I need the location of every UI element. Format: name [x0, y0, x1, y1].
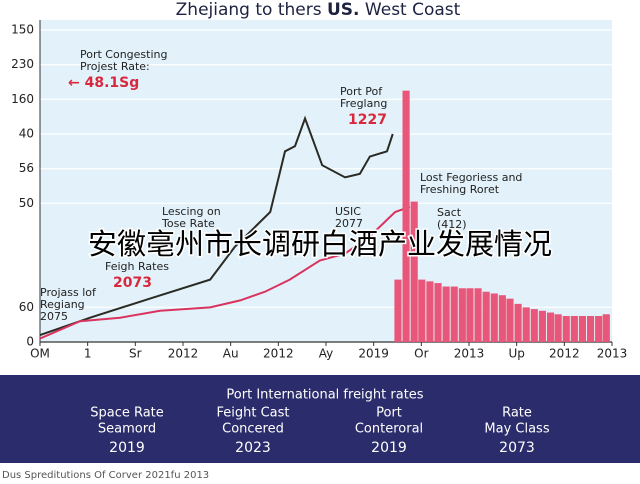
panel-label: Port — [376, 406, 402, 421]
bar — [434, 283, 442, 342]
y-tick-label: 40 — [19, 127, 34, 141]
bar — [418, 279, 426, 342]
y-tick-label: 56 — [19, 161, 34, 175]
y-tick-label: 150 — [11, 23, 34, 37]
x-tick-label: 2012 — [549, 347, 580, 361]
panel-label: Seamord — [98, 422, 156, 437]
annotation: Sact — [437, 206, 462, 219]
y-tick-label: 50 — [19, 196, 34, 210]
annotation: Port Pof — [340, 85, 383, 98]
plot-area — [40, 20, 612, 342]
chart-title: Zhejiang to thers US. West Coast — [176, 0, 461, 20]
x-tick-label: Au — [223, 347, 239, 361]
annotation-highlight: 2073 — [113, 275, 152, 291]
bar — [562, 316, 570, 342]
bar — [554, 314, 562, 342]
x-tick-label: 2012 — [263, 347, 294, 361]
panel-label: Rate — [502, 406, 532, 421]
annotation-highlight: ← 48.1Sg — [68, 75, 139, 91]
bar — [578, 316, 587, 342]
panel-year: 2019 — [109, 440, 145, 456]
panel-year: 2023 — [235, 440, 271, 456]
bar — [490, 293, 498, 342]
panel-label: Concered — [222, 422, 284, 437]
annotation: Lescing on — [162, 205, 221, 218]
x-tick-label: 2019 — [358, 347, 389, 361]
annotation: Feigh Rates — [105, 260, 169, 273]
annotation: Port Congesting — [80, 48, 168, 61]
y-tick-label: 60 — [19, 300, 34, 314]
annotation: Regiang — [40, 298, 85, 311]
annotation: Projass lof — [40, 286, 97, 299]
bar — [514, 303, 522, 342]
x-tick-label: OM — [30, 347, 50, 361]
annotation: Freshing Roret — [420, 183, 500, 196]
bar — [458, 288, 466, 342]
annotation: Tose Rate — [161, 217, 215, 230]
bar — [482, 291, 490, 342]
bar — [570, 316, 578, 342]
y-tick-label: 0 — [26, 335, 34, 349]
bar — [410, 201, 418, 342]
x-tick-label: Up — [508, 347, 524, 361]
panel-title: Port International freight rates — [226, 388, 423, 403]
bar — [466, 288, 474, 342]
panel-year: 2019 — [371, 440, 407, 456]
overlay-text: 安徽亳州市长调研白酒产业发展情况 — [88, 227, 552, 261]
line — [39, 115, 394, 337]
info-panel — [0, 375, 640, 463]
bar — [450, 286, 458, 342]
x-tick-label: 2013 — [454, 347, 485, 361]
annotation: (412) — [437, 218, 467, 231]
bar — [506, 298, 514, 342]
bar — [402, 90, 410, 343]
panel-label: Conteroral — [355, 422, 423, 437]
x-tick-label: Or — [414, 347, 428, 361]
bar — [602, 314, 610, 342]
bar — [595, 316, 603, 342]
annotation-highlight: 1227 — [348, 112, 387, 128]
footer: Dus Spreditutions Of Corver 2021fu 2013 — [2, 470, 209, 480]
x-tick-label: Ay — [319, 347, 334, 361]
bar — [426, 281, 434, 342]
annotation: Freglang — [340, 97, 387, 110]
bar — [474, 288, 482, 342]
annotation: USIC — [335, 205, 361, 218]
panel-year: 2073 — [499, 440, 535, 456]
x-tick-label: 2013 — [597, 347, 628, 361]
bar — [522, 307, 530, 342]
annotation: Lost Fegoriess and — [420, 171, 522, 184]
annotation: Projest Rate: — [80, 60, 150, 73]
y-tick-label: 160 — [11, 92, 34, 106]
bar — [586, 316, 595, 342]
y-tick-label: 230 — [11, 57, 34, 71]
bar — [394, 279, 402, 342]
x-tick-label: 1 — [84, 347, 92, 361]
panel-label: May Class — [484, 422, 549, 437]
x-tick-label: 2012 — [168, 347, 199, 361]
x-tick-label: Sr — [129, 347, 142, 361]
annotation: 2077 — [335, 217, 363, 230]
bar — [442, 286, 450, 342]
panel-label: Feight Cast — [216, 406, 289, 421]
annotation: 2075 — [40, 310, 68, 323]
bar — [498, 295, 506, 342]
panel-label: Space Rate — [90, 406, 164, 421]
bar — [530, 309, 538, 342]
bar — [538, 310, 546, 342]
bar — [546, 312, 555, 342]
line — [39, 205, 411, 340]
